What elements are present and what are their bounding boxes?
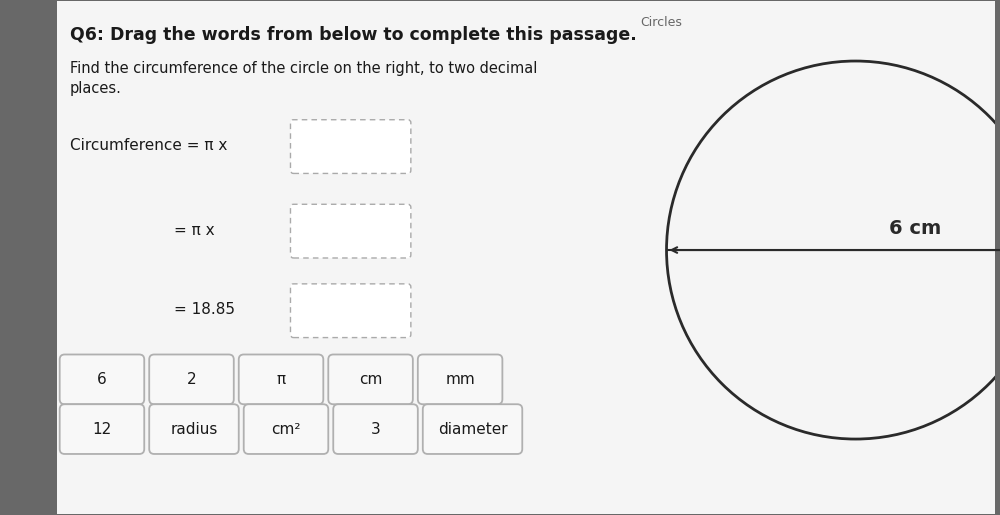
FancyBboxPatch shape xyxy=(328,354,413,404)
Text: places.: places. xyxy=(70,81,122,96)
FancyBboxPatch shape xyxy=(60,354,144,404)
Text: 6 cm: 6 cm xyxy=(889,219,941,238)
Text: cm: cm xyxy=(359,372,382,387)
Text: 12: 12 xyxy=(92,422,112,437)
FancyBboxPatch shape xyxy=(333,404,418,454)
FancyBboxPatch shape xyxy=(290,284,411,337)
FancyBboxPatch shape xyxy=(244,404,328,454)
Text: π: π xyxy=(276,372,286,387)
FancyBboxPatch shape xyxy=(418,354,502,404)
FancyBboxPatch shape xyxy=(290,119,411,174)
Text: cm²: cm² xyxy=(271,422,301,437)
Text: Find the circumference of the circle on the right, to two decimal: Find the circumference of the circle on … xyxy=(70,61,537,76)
Text: = 18.85: = 18.85 xyxy=(174,302,235,317)
FancyBboxPatch shape xyxy=(423,404,522,454)
FancyBboxPatch shape xyxy=(60,404,144,454)
FancyBboxPatch shape xyxy=(149,354,234,404)
Text: radius: radius xyxy=(170,422,218,437)
FancyBboxPatch shape xyxy=(57,2,995,513)
Text: Q6: Drag the words from below to complete this passage.: Q6: Drag the words from below to complet… xyxy=(70,26,636,44)
Text: = π x: = π x xyxy=(174,222,215,237)
Text: 2: 2 xyxy=(187,372,196,387)
Text: diameter: diameter xyxy=(438,422,507,437)
Text: 6: 6 xyxy=(97,372,107,387)
FancyBboxPatch shape xyxy=(0,2,57,513)
Text: Circles: Circles xyxy=(641,16,683,29)
Text: mm: mm xyxy=(445,372,475,387)
FancyBboxPatch shape xyxy=(149,404,239,454)
Text: Circumference = π x: Circumference = π x xyxy=(70,138,227,153)
Text: 3: 3 xyxy=(371,422,380,437)
FancyBboxPatch shape xyxy=(290,204,411,258)
FancyBboxPatch shape xyxy=(239,354,323,404)
